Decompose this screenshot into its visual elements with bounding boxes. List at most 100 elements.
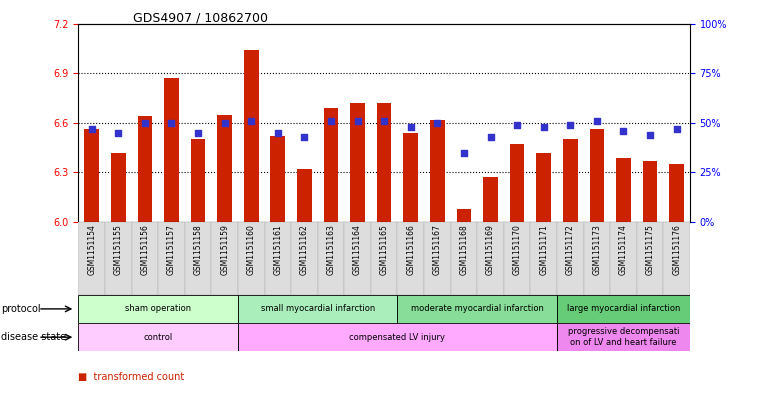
Bar [164, 78, 179, 222]
Point [617, 128, 630, 134]
Text: GSM1151174: GSM1151174 [619, 224, 628, 275]
Point [139, 120, 151, 126]
Text: GSM1151156: GSM1151156 [140, 224, 150, 275]
Bar [430, 119, 445, 222]
Point [219, 120, 231, 126]
Point [644, 132, 656, 138]
Text: GSM1151163: GSM1151163 [326, 224, 336, 275]
Bar [344, 222, 371, 295]
Bar [451, 222, 477, 295]
Point [405, 124, 417, 130]
Bar [583, 222, 610, 295]
Text: control: control [143, 333, 172, 342]
Bar [244, 50, 259, 222]
Point [112, 130, 125, 136]
Bar [105, 222, 132, 295]
Text: GSM1151165: GSM1151165 [379, 224, 389, 275]
Bar [643, 161, 657, 222]
Bar [324, 108, 338, 222]
Text: GSM1151171: GSM1151171 [539, 224, 548, 275]
Text: GSM1151157: GSM1151157 [167, 224, 176, 275]
Text: large myocardial infarction: large myocardial infarction [567, 305, 681, 313]
Bar [212, 222, 238, 295]
Point [165, 120, 178, 126]
Text: GSM1151173: GSM1151173 [593, 224, 601, 275]
Point [431, 120, 444, 126]
Text: compensated LV injury: compensated LV injury [350, 333, 445, 342]
Bar [185, 222, 212, 295]
Bar [238, 222, 264, 295]
Bar [371, 222, 397, 295]
Bar [610, 222, 637, 295]
Bar [590, 129, 604, 222]
Text: GDS4907 / 10862700: GDS4907 / 10862700 [133, 12, 268, 25]
Bar [557, 323, 690, 351]
Text: sham operation: sham operation [125, 305, 191, 313]
Point [271, 130, 284, 136]
Bar [85, 129, 99, 222]
Bar [477, 222, 504, 295]
Point [298, 134, 310, 140]
Bar [78, 295, 238, 323]
Bar [616, 158, 631, 222]
Text: disease state: disease state [1, 332, 66, 342]
Text: GSM1151155: GSM1151155 [114, 224, 123, 275]
Bar [456, 209, 471, 222]
Text: GSM1151164: GSM1151164 [353, 224, 362, 275]
Bar [78, 222, 105, 295]
Point [511, 122, 524, 128]
Text: GSM1151175: GSM1151175 [645, 224, 655, 275]
Bar [238, 295, 397, 323]
Bar [377, 103, 391, 222]
Bar [191, 140, 205, 222]
Bar [557, 295, 690, 323]
Bar [264, 222, 291, 295]
Bar [397, 222, 424, 295]
Bar [132, 222, 158, 295]
Bar [270, 136, 285, 222]
Text: GSM1151169: GSM1151169 [486, 224, 495, 275]
Point [458, 149, 470, 156]
Text: GSM1151166: GSM1151166 [406, 224, 416, 275]
Text: GSM1151161: GSM1151161 [274, 224, 282, 275]
Bar [510, 144, 524, 222]
Bar [291, 222, 318, 295]
Point [537, 124, 550, 130]
Bar [111, 152, 125, 222]
Bar [637, 222, 663, 295]
Text: GSM1151159: GSM1151159 [220, 224, 229, 275]
Bar [563, 140, 578, 222]
Point [485, 134, 497, 140]
Bar [504, 222, 531, 295]
Text: progressive decompensati
on of LV and heart failure: progressive decompensati on of LV and he… [568, 327, 679, 347]
Point [378, 118, 390, 124]
Text: GSM1151170: GSM1151170 [513, 224, 521, 275]
Point [351, 118, 364, 124]
Bar [78, 323, 238, 351]
Text: small myocardial infarction: small myocardial infarction [260, 305, 375, 313]
Bar [483, 177, 498, 222]
Text: GSM1151162: GSM1151162 [300, 224, 309, 275]
Text: GSM1151172: GSM1151172 [566, 224, 575, 275]
Bar [297, 169, 312, 222]
Bar [158, 222, 185, 295]
Text: protocol: protocol [1, 304, 41, 314]
Point [245, 118, 257, 124]
Bar [663, 222, 690, 295]
Point [590, 118, 603, 124]
Text: GSM1151168: GSM1151168 [459, 224, 468, 275]
Bar [137, 116, 152, 222]
Bar [238, 323, 557, 351]
Text: GSM1151167: GSM1151167 [433, 224, 442, 275]
Text: GSM1151176: GSM1151176 [672, 224, 681, 275]
Bar [424, 222, 451, 295]
Point [564, 122, 576, 128]
Text: GSM1151154: GSM1151154 [87, 224, 96, 275]
Bar [397, 295, 557, 323]
Text: GSM1151160: GSM1151160 [247, 224, 256, 275]
Point [85, 126, 98, 132]
Bar [536, 152, 551, 222]
Bar [531, 222, 557, 295]
Bar [670, 164, 684, 222]
Bar [557, 222, 583, 295]
